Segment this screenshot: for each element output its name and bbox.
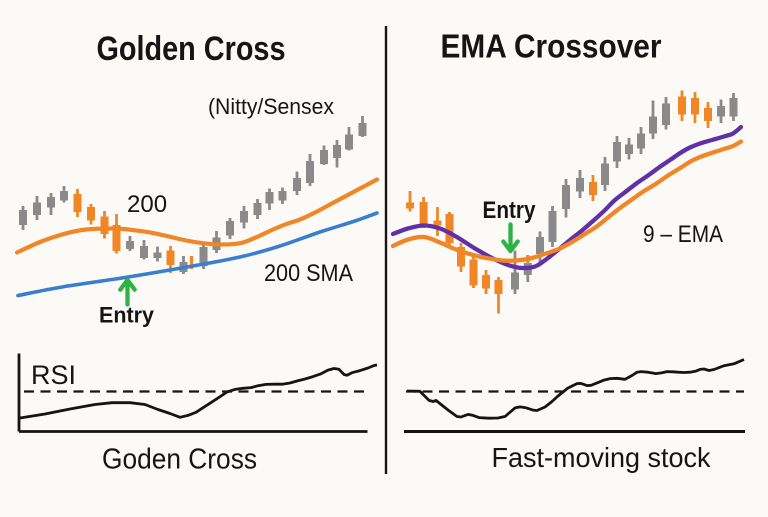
svg-text:Entry: Entry bbox=[99, 303, 155, 328]
svg-text:(Nitty/Sensex: (Nitty/Sensex bbox=[208, 94, 334, 119]
svg-text:EMA Crossover: EMA Crossover bbox=[441, 28, 662, 65]
svg-text:9 – EMA: 9 – EMA bbox=[643, 221, 723, 248]
svg-text:Entry: Entry bbox=[483, 197, 537, 224]
svg-text:Golden Cross: Golden Cross bbox=[97, 30, 286, 68]
svg-text:200: 200 bbox=[127, 191, 167, 218]
svg-text:Goden Cross: Goden Cross bbox=[102, 444, 257, 476]
svg-text:RSI: RSI bbox=[31, 360, 76, 390]
svg-text:Fast-moving stock: Fast-moving stock bbox=[492, 442, 712, 473]
svg-text:200 SMA: 200 SMA bbox=[264, 260, 353, 287]
